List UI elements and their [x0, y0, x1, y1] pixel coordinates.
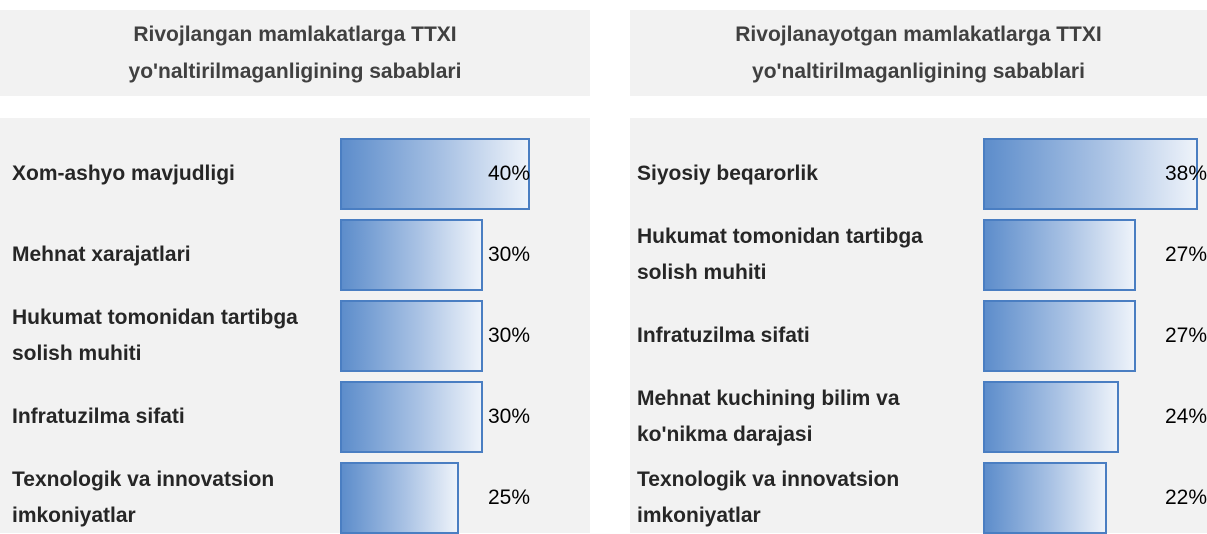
value-label: 27% [1164, 324, 1207, 347]
bar [340, 219, 483, 291]
category-label: Mehnat kuchining bilim va ko'nikma daraj… [637, 387, 900, 446]
category-label: Infratuzilma sifati [12, 405, 185, 428]
value-label: 38% [1164, 162, 1207, 185]
chart-title: Rivojlanayotgan mamlakatlarga TTXI yo'na… [630, 10, 1207, 96]
bar [340, 462, 459, 534]
value-label: 30% [487, 324, 530, 347]
category-label: Infratuzilma sifati [637, 324, 810, 347]
value-label: 27% [1164, 243, 1207, 266]
value-label: 30% [487, 243, 530, 266]
bar [983, 138, 1198, 210]
bar [983, 462, 1108, 534]
category-label: Hukumat tomonidan tartibga solish muhiti [12, 306, 298, 365]
bar [340, 300, 483, 372]
bar [340, 138, 530, 210]
value-label: 40% [487, 162, 530, 185]
category-label: Texnologik va innovatsion imkoniyatlar [637, 468, 900, 527]
category-label: Hukumat tomonidan tartibga solish muhiti [637, 225, 923, 284]
bar [983, 219, 1136, 291]
value-label: 25% [487, 486, 530, 509]
bar [340, 381, 483, 453]
bar [983, 381, 1119, 453]
category-label: Mehnat xarajatlari [12, 243, 191, 266]
value-label: 22% [1164, 486, 1207, 509]
value-label: 24% [1164, 405, 1207, 428]
chart-title: Rivojlangan mamlakatlarga TTXI yo'naltir… [0, 10, 590, 96]
category-label: Xom-ashyo mavjudligi [12, 162, 235, 185]
category-label: Siyosiy beqarorlik [637, 162, 818, 185]
value-label: 30% [487, 405, 530, 428]
category-label: Texnologik va innovatsion imkoniyatlar [12, 468, 275, 527]
bar [983, 300, 1136, 372]
